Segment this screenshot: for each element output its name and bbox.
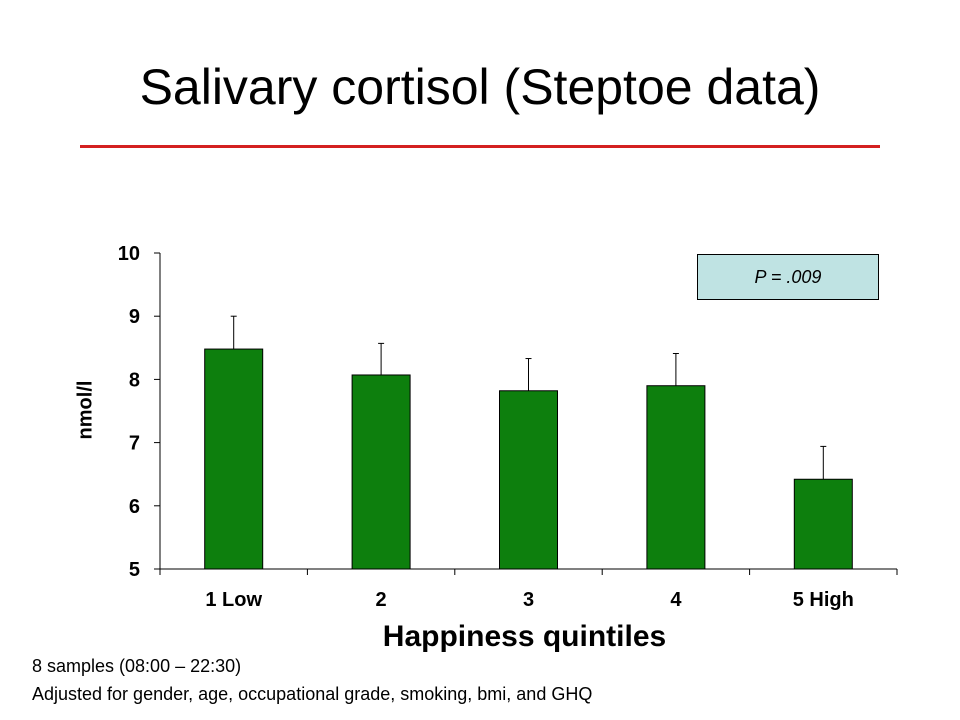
p-value-text: P = .009 xyxy=(754,266,822,287)
y-axis-label: nmol/l xyxy=(74,380,97,440)
bar xyxy=(204,348,264,570)
x-tick-label: 1 Low xyxy=(205,589,262,611)
bar xyxy=(351,374,411,570)
p-value-box: P = .009 xyxy=(697,254,879,300)
bar xyxy=(499,390,558,570)
y-tick-label: 9 xyxy=(129,306,140,328)
slide-title: Salivary cortisol (Steptoe data) xyxy=(139,59,821,115)
y-tick-label: 10 xyxy=(118,243,140,265)
x-tick-label: 4 xyxy=(670,589,682,611)
bar xyxy=(646,385,706,570)
y-tick-label: 7 xyxy=(129,433,140,455)
bar xyxy=(793,478,853,570)
x-tick-label: 3 xyxy=(523,589,534,611)
x-axis-label: Happiness quintiles xyxy=(382,620,667,653)
y-tick-label: 8 xyxy=(129,369,140,391)
title-underline xyxy=(80,145,880,148)
x-tick-label: 2 xyxy=(376,589,387,611)
y-tick-label: 6 xyxy=(129,496,140,518)
x-tick-label: 5 High xyxy=(793,589,854,611)
note-adjustment: Adjusted for gender, age, occupational g… xyxy=(32,684,593,704)
y-tick-label: 5 xyxy=(129,559,140,581)
note-samples: 8 samples (08:00 – 22:30) xyxy=(32,656,242,676)
